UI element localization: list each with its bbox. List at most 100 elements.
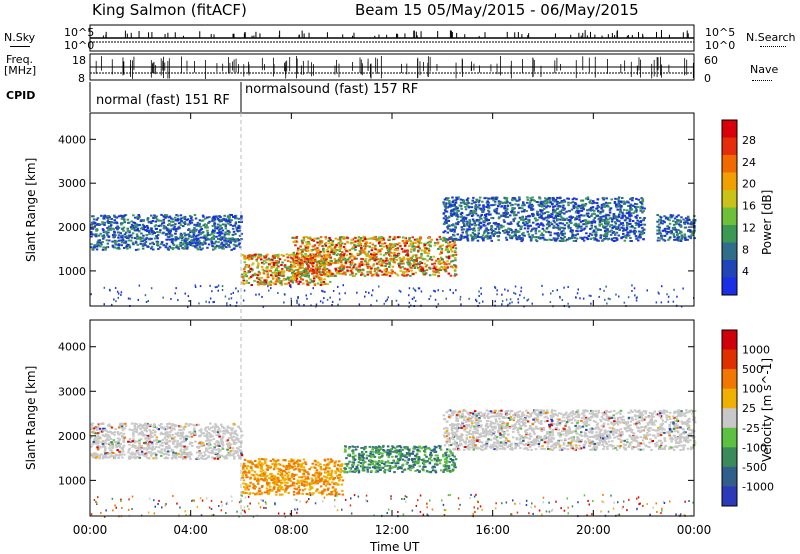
heatmap-cell — [101, 223, 105, 226]
heatmap-cell — [96, 245, 99, 248]
heatmap-cell — [418, 241, 421, 244]
heatmap-cell — [627, 201, 630, 204]
heatmap-cell — [468, 222, 472, 225]
heatmap-cell — [157, 446, 161, 449]
heatmap-cell — [270, 266, 274, 268]
heatmap-cell — [563, 200, 567, 203]
heatmap-cell — [92, 233, 96, 236]
heatmap-cell — [586, 238, 589, 241]
heatmap-cell — [445, 248, 448, 251]
heatmap-cell — [228, 237, 232, 240]
heatmap-cell — [334, 237, 337, 240]
heatmap-cell — [277, 273, 280, 276]
heatmap-cell — [423, 258, 427, 261]
heatmap-cell — [299, 276, 302, 279]
heatmap-cell — [182, 225, 185, 228]
heatmap-cell — [462, 202, 466, 205]
heatmap-cell — [166, 443, 169, 446]
heatmap-cell — [414, 271, 417, 274]
heatmap-cell — [620, 201, 623, 204]
heatmap-cell — [145, 237, 148, 240]
heatmap-cell — [690, 230, 694, 233]
heatmap-cell — [383, 302, 385, 305]
heatmap-cell — [435, 306, 438, 308]
heatmap-cell — [445, 197, 448, 200]
heatmap-cell — [502, 225, 505, 228]
heatmap-cell — [134, 248, 138, 251]
heatmap-cell — [389, 258, 392, 260]
heatmap-cell — [275, 264, 279, 266]
heatmap-cell — [245, 282, 248, 284]
heatmap-cell — [118, 424, 122, 427]
heatmap-cell — [548, 198, 551, 201]
heatmap-cell — [629, 237, 632, 239]
heatmap-cell — [290, 264, 293, 266]
heatmap-cell — [641, 206, 644, 209]
heatmap-cell — [121, 239, 125, 242]
heatmap-cell — [251, 274, 254, 277]
heatmap-cell — [541, 204, 544, 207]
heatmap-cell — [90, 235, 93, 238]
heatmap-cell — [310, 257, 313, 260]
heatmap-cell — [560, 232, 563, 235]
heatmap-cell — [275, 273, 278, 276]
heatmap-cell — [465, 235, 468, 238]
heatmap-cell — [406, 273, 409, 276]
heatmap-cell — [337, 259, 341, 262]
heatmap-cell — [157, 248, 160, 250]
heatmap-cell — [296, 269, 299, 271]
heatmap-cell — [554, 199, 558, 201]
heatmap-cell — [537, 203, 540, 206]
heatmap-cell — [243, 258, 247, 261]
heatmap-cell — [328, 242, 331, 245]
heatmap-cell — [397, 262, 400, 265]
heatmap-cell — [539, 223, 542, 226]
heatmap-cell — [577, 223, 581, 226]
heatmap-cell — [333, 251, 337, 254]
heatmap-cell — [663, 234, 667, 237]
heatmap-cell — [295, 277, 299, 280]
heatmap-cell — [375, 262, 379, 265]
heatmap-cell — [283, 264, 287, 267]
heatmap-cell — [555, 223, 559, 226]
heatmap-cell — [332, 290, 335, 292]
heatmap-cell — [484, 224, 487, 227]
nsearch-label: N.Search — [746, 31, 796, 44]
heatmap-cell — [99, 232, 102, 235]
heatmap-cell — [355, 266, 358, 269]
heatmap-cell — [399, 269, 402, 272]
heatmap-cell — [312, 262, 315, 264]
heatmap-cell — [367, 250, 371, 253]
heatmap-cell — [456, 215, 460, 218]
heatmap-cell — [230, 435, 234, 438]
heatmap-cell — [293, 262, 296, 265]
nsky-tick-high: 10^5 — [64, 26, 95, 39]
heatmap-cell — [294, 244, 297, 247]
heatmap-cell — [150, 231, 154, 234]
heatmap-cell — [451, 196, 454, 199]
heatmap-cell — [130, 234, 133, 237]
heatmap-cell — [289, 268, 293, 271]
heatmap-cell — [236, 451, 239, 454]
heatmap-cell — [293, 240, 297, 243]
heatmap-cell — [249, 255, 252, 258]
heatmap-cell — [420, 252, 423, 255]
heatmap-cell — [238, 234, 242, 237]
heatmap-cell — [536, 219, 539, 221]
heatmap-cell — [573, 223, 576, 226]
heatmap-cell — [428, 258, 432, 260]
heatmap-cell — [260, 276, 263, 279]
heatmap-cell — [183, 448, 186, 451]
heatmap-cell — [339, 254, 342, 257]
heatmap-cell — [620, 205, 623, 207]
heatmap-cell — [576, 233, 579, 236]
heatmap-cell — [310, 292, 312, 295]
heatmap-cell — [603, 206, 607, 208]
heatmap-cell — [622, 232, 625, 235]
heatmap-cell — [302, 271, 305, 274]
heatmap-cell — [557, 234, 560, 237]
heatmap-cell — [296, 249, 300, 252]
heatmap-cell — [300, 239, 304, 242]
heatmap-cell — [127, 440, 130, 443]
heatmap-cell — [412, 245, 416, 248]
